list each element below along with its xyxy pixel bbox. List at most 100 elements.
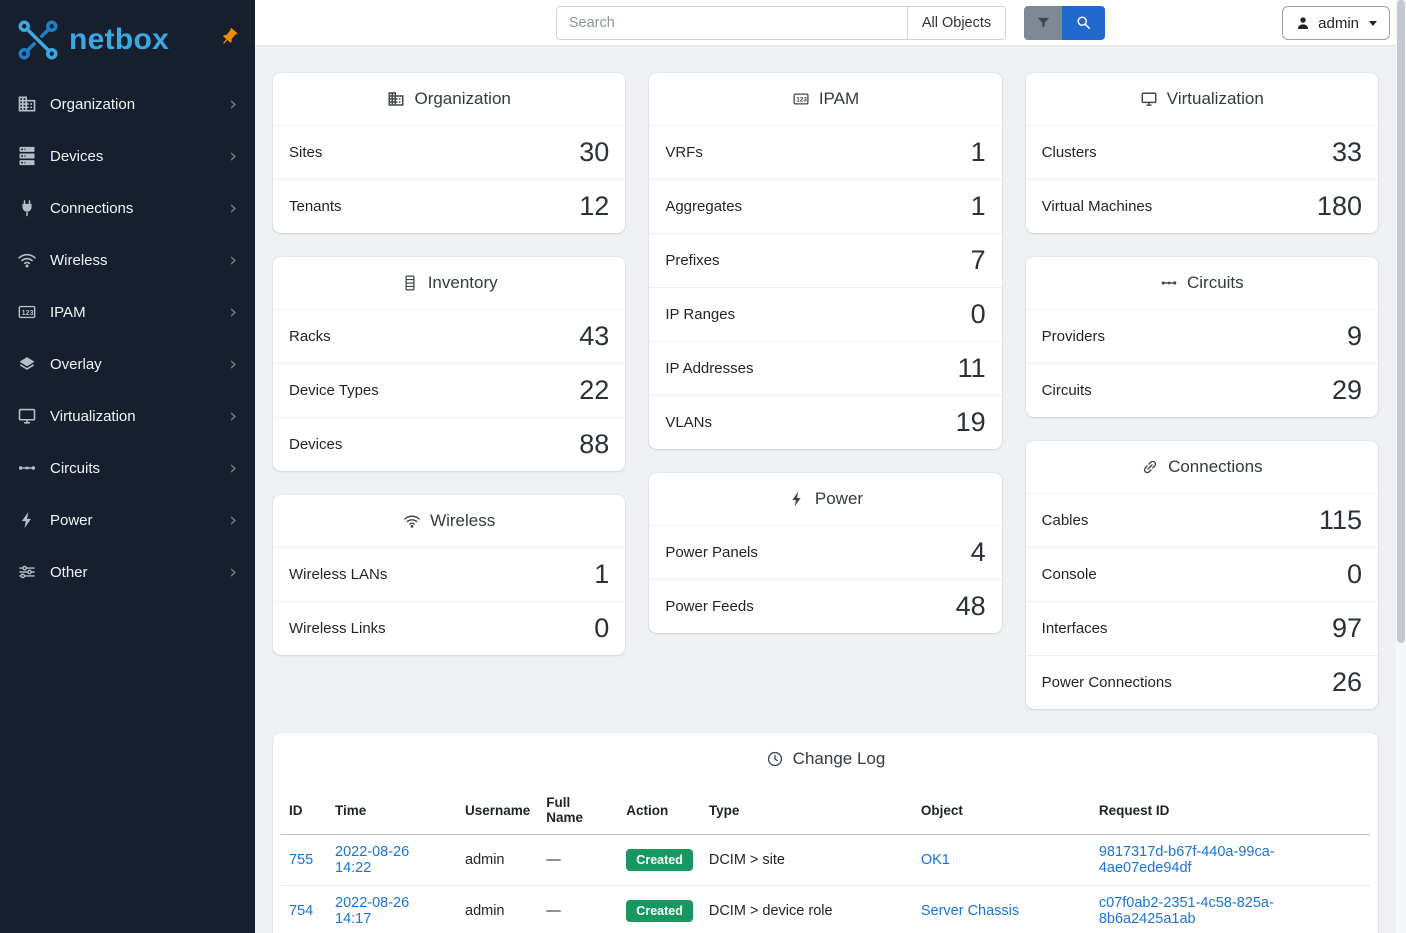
change-object-link[interactable]: OK1 (920, 852, 950, 868)
stat-value: 43 (579, 321, 610, 351)
user-menu-button[interactable]: admin (1282, 6, 1390, 40)
ipam-card-header: IPAM (649, 73, 1001, 125)
stat-row-sites[interactable]: Sites 30 (273, 125, 626, 179)
inventory-card-header: Inventory (273, 257, 625, 309)
stat-row-vrfs[interactable]: VRFs 1 (649, 125, 1002, 179)
stat-row-aggregates[interactable]: Aggregates 1 (649, 179, 1002, 233)
stat-label: Device Types (289, 382, 379, 399)
stat-row-wireless-lans[interactable]: Wireless LANs 1 (273, 547, 626, 601)
stat-row-cables[interactable]: Cables 115 (1025, 493, 1378, 547)
column-header-username: Username (457, 785, 539, 835)
sidebar-item-label: Connections (50, 199, 134, 217)
sidebar-item-power[interactable]: Power › (0, 494, 255, 546)
wifi-icon (403, 512, 421, 530)
change-id-link[interactable]: 755 (289, 852, 314, 868)
change-id-link[interactable]: 754 (289, 903, 314, 919)
stat-row-interfaces[interactable]: Interfaces 97 (1025, 601, 1378, 655)
stat-value: 11 (957, 353, 986, 383)
monitor-icon (17, 406, 37, 426)
search-scope-select[interactable]: All Objects (907, 5, 1007, 40)
person-icon (1295, 15, 1311, 31)
stat-row-vlans[interactable]: VLANs 19 (649, 395, 1002, 449)
topbar: All Objects admin (255, 0, 1406, 46)
stat-row-prefixes[interactable]: Prefixes 7 (649, 233, 1002, 287)
stat-row-circuits[interactable]: Circuits 29 (1025, 363, 1378, 417)
stat-row-providers[interactable]: Providers 9 (1025, 309, 1378, 363)
search-input[interactable] (555, 5, 908, 40)
change-time-link[interactable]: 2022-08-26 14:17 (335, 895, 410, 927)
stat-label: Clusters (1041, 144, 1097, 161)
page-scrollbar[interactable] (1396, 0, 1406, 933)
brand-name: netbox (69, 23, 170, 56)
scrollbar-thumb[interactable] (1397, 0, 1405, 643)
sidebar-nav: Organization › Devices › Connections › W… (0, 78, 255, 598)
building-icon (17, 94, 37, 114)
stat-label: Console (1041, 566, 1097, 583)
change-object-link[interactable]: Server Chassis (920, 903, 1020, 919)
sidebar-item-label: Organization (50, 95, 136, 113)
stat-label: Tenants (289, 198, 342, 215)
stat-row-power-panels[interactable]: Power Panels 4 (649, 525, 1002, 579)
column-header-type: Type (700, 785, 913, 835)
change-time-link[interactable]: 2022-08-26 14:22 (335, 844, 410, 876)
stat-label: Virtual Machines (1041, 198, 1153, 215)
table-header-row: ID Time Username Full Name Action Type O… (281, 785, 1370, 835)
stat-row-console[interactable]: Console 0 (1025, 547, 1378, 601)
card-title: Virtualization (1166, 89, 1264, 108)
stat-row-wireless-links[interactable]: Wireless Links 0 (273, 601, 626, 655)
stat-row-tenants[interactable]: Tenants 12 (273, 179, 626, 233)
sidebar-item-wireless[interactable]: Wireless › (0, 234, 255, 286)
layers-icon (17, 354, 37, 374)
column-header-id: ID (281, 785, 327, 835)
stat-value: 88 (579, 429, 610, 459)
stat-row-power-feeds[interactable]: Power Feeds 48 (649, 579, 1002, 633)
stat-row-racks[interactable]: Racks 43 (273, 309, 626, 363)
sliders-icon (17, 562, 37, 582)
stat-row-devices[interactable]: Devices 88 (273, 417, 626, 471)
column-header-object: Object (912, 785, 1091, 835)
stat-label: Power Connections (1041, 674, 1172, 691)
request-id-link[interactable]: 9817317d-b67f-440a-99ca-4ae07ede94df (1098, 844, 1275, 876)
table-row: 755 2022-08-26 14:22 admin — Created DCI… (281, 834, 1370, 886)
stat-row-ip-addresses[interactable]: IP Addresses 11 (649, 341, 1002, 395)
sidebar-item-organization[interactable]: Organization › (0, 78, 255, 130)
building-icon (387, 90, 405, 108)
stat-row-virtual-machines[interactable]: Virtual Machines 180 (1025, 179, 1378, 233)
stat-label: Interfaces (1041, 620, 1108, 637)
sidebar-item-virtualization[interactable]: Virtualization › (0, 390, 255, 442)
column-header-time: Time (327, 785, 457, 835)
chevron-right-icon: › (229, 92, 237, 115)
stat-row-power-connections[interactable]: Power Connections 26 (1025, 655, 1378, 709)
sidebar-item-label: Circuits (50, 459, 101, 477)
sidebar-item-ipam[interactable]: IPAM › (0, 286, 255, 338)
card-title: Connections (1168, 457, 1263, 476)
stat-value: 180 (1316, 191, 1362, 221)
netbox-logo[interactable]: netbox (0, 0, 255, 78)
filter-button[interactable] (1024, 5, 1063, 40)
search-submit-button[interactable] (1062, 5, 1106, 40)
card-title: Change Log (792, 749, 886, 768)
caret-down-icon (1369, 20, 1377, 26)
sidebar-item-overlay[interactable]: Overlay › (0, 338, 255, 390)
card-title: Inventory (427, 273, 498, 292)
transit-icon (1160, 274, 1178, 292)
stat-row-clusters[interactable]: Clusters 33 (1025, 125, 1378, 179)
wifi-icon (17, 250, 37, 270)
stat-label: Circuits (1041, 382, 1092, 399)
sidebar-item-label: Devices (50, 147, 104, 165)
sidebar-item-circuits[interactable]: Circuits › (0, 442, 255, 494)
sidebar-item-other[interactable]: Other › (0, 546, 255, 598)
stat-label: Prefixes (665, 252, 720, 269)
pin-sidebar-icon[interactable] (219, 27, 239, 47)
stat-label: Cables (1041, 512, 1089, 529)
stat-row-device-types[interactable]: Device Types 22 (273, 363, 626, 417)
sidebar-item-devices[interactable]: Devices › (0, 130, 255, 182)
power-card-header: Power (649, 473, 1001, 525)
chevron-right-icon: › (229, 508, 237, 531)
change-log-card: Change Log ID Time Username Full Name (273, 733, 1378, 933)
stat-value: 1 (970, 191, 986, 221)
stat-row-ip-ranges[interactable]: IP Ranges 0 (649, 287, 1002, 341)
sidebar-item-connections[interactable]: Connections › (0, 182, 255, 234)
stat-value: 12 (579, 191, 610, 221)
request-id-link[interactable]: c07f0ab2-2351-4c58-825a-8b6a2425a1ab (1098, 895, 1274, 927)
